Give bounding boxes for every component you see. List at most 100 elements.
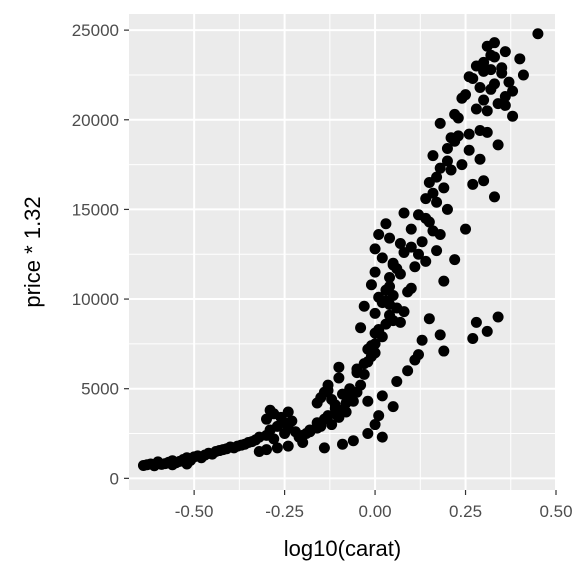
data-point bbox=[434, 162, 446, 174]
data-point bbox=[384, 281, 396, 293]
data-points bbox=[137, 28, 544, 472]
x-tick-label: 0.00 bbox=[359, 502, 392, 521]
data-point bbox=[416, 236, 428, 248]
data-point bbox=[387, 259, 399, 271]
data-point bbox=[384, 298, 396, 310]
data-point bbox=[478, 65, 490, 77]
data-point bbox=[362, 428, 374, 440]
data-point bbox=[369, 419, 381, 431]
data-point bbox=[503, 76, 515, 88]
data-point bbox=[398, 207, 410, 219]
data-point bbox=[402, 365, 414, 377]
y-tick-label: 10000 bbox=[72, 290, 119, 309]
data-point bbox=[507, 85, 519, 97]
data-point bbox=[318, 442, 330, 454]
data-point bbox=[485, 49, 497, 61]
data-point bbox=[391, 376, 403, 388]
data-point bbox=[369, 243, 381, 255]
data-point bbox=[394, 268, 406, 280]
data-point bbox=[355, 379, 367, 391]
data-point bbox=[467, 178, 479, 190]
data-point bbox=[394, 316, 406, 328]
x-tick-label: -0.25 bbox=[265, 502, 304, 521]
data-point bbox=[344, 384, 356, 396]
data-point bbox=[499, 99, 511, 111]
data-point bbox=[398, 306, 410, 318]
data-point bbox=[380, 218, 392, 230]
data-point bbox=[369, 307, 381, 319]
data-point bbox=[268, 433, 280, 445]
data-point bbox=[387, 401, 399, 413]
data-point bbox=[441, 142, 453, 154]
data-point bbox=[431, 196, 443, 208]
data-point bbox=[365, 279, 377, 291]
data-point bbox=[337, 438, 348, 450]
data-point bbox=[463, 71, 475, 83]
x-tick-label: 0.25 bbox=[449, 502, 482, 521]
y-tick-label: 0 bbox=[110, 469, 119, 488]
data-point bbox=[488, 78, 500, 90]
data-point bbox=[449, 254, 461, 266]
data-point bbox=[423, 313, 435, 325]
data-point bbox=[326, 419, 338, 431]
x-tick-label: -0.50 bbox=[175, 502, 214, 521]
data-point bbox=[492, 311, 504, 323]
data-point bbox=[351, 367, 363, 379]
data-point bbox=[369, 266, 381, 278]
x-tick-label: 0.50 bbox=[539, 502, 572, 521]
data-point bbox=[340, 406, 352, 418]
data-point bbox=[499, 46, 511, 58]
data-point bbox=[456, 159, 468, 171]
data-point bbox=[384, 232, 396, 244]
data-point bbox=[488, 191, 500, 203]
data-point bbox=[427, 187, 439, 199]
data-point bbox=[333, 372, 345, 384]
data-point bbox=[358, 358, 370, 370]
data-point bbox=[282, 440, 294, 452]
data-point bbox=[271, 442, 283, 454]
data-point bbox=[329, 402, 341, 414]
data-point bbox=[481, 105, 493, 117]
data-point bbox=[507, 110, 519, 122]
data-point bbox=[369, 327, 381, 339]
data-point bbox=[322, 384, 334, 396]
data-point bbox=[449, 108, 461, 120]
data-point bbox=[434, 229, 446, 241]
data-point bbox=[441, 203, 453, 215]
data-point bbox=[488, 37, 500, 49]
data-point bbox=[253, 445, 265, 457]
data-point bbox=[445, 164, 457, 176]
y-tick-label: 15000 bbox=[72, 200, 119, 219]
data-point bbox=[376, 252, 388, 264]
data-point bbox=[431, 171, 443, 183]
data-point bbox=[481, 325, 493, 337]
data-point bbox=[420, 255, 432, 267]
data-point bbox=[514, 53, 526, 65]
data-point bbox=[416, 334, 428, 346]
data-point bbox=[463, 128, 475, 140]
data-point bbox=[376, 431, 388, 443]
data-point bbox=[481, 126, 493, 138]
data-point bbox=[362, 395, 374, 407]
data-point bbox=[355, 322, 367, 334]
data-point bbox=[405, 282, 417, 294]
data-point bbox=[434, 329, 446, 341]
data-point bbox=[438, 275, 450, 287]
data-point bbox=[282, 406, 294, 418]
data-point bbox=[474, 153, 486, 165]
y-tick-label: 5000 bbox=[81, 380, 119, 399]
data-point bbox=[492, 139, 504, 151]
data-point bbox=[297, 436, 309, 448]
data-point bbox=[311, 422, 323, 434]
data-point bbox=[358, 300, 370, 312]
y-tick-label: 25000 bbox=[72, 21, 119, 40]
axes: -0.50 -0.25 0.00 0.25 0.50 0 5000 10000 15000 200… bbox=[72, 21, 573, 521]
y-tick-label: 20000 bbox=[72, 111, 119, 130]
data-point bbox=[347, 395, 359, 407]
data-point bbox=[394, 237, 406, 249]
x-axis-title: log10(carat) bbox=[284, 536, 401, 561]
data-point bbox=[470, 103, 482, 115]
data-point bbox=[420, 212, 432, 224]
data-point bbox=[286, 415, 298, 427]
data-point bbox=[441, 155, 453, 167]
